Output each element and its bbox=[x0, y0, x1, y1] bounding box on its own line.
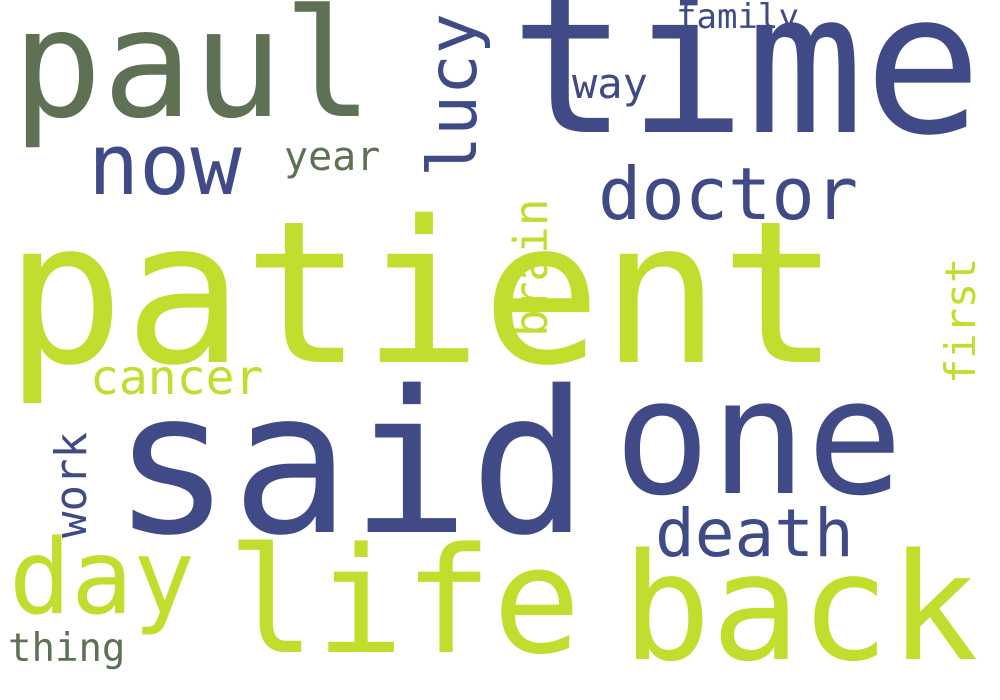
word-paul: paul bbox=[12, 0, 374, 152]
word-work: work bbox=[46, 432, 97, 538]
word-doctor: doctor bbox=[598, 152, 859, 236]
word-thing: thing bbox=[8, 626, 126, 671]
word-lucy: lucy bbox=[414, 13, 493, 177]
word-cancer: cancer bbox=[90, 350, 264, 406]
word-way: way bbox=[572, 59, 648, 108]
word-family: family bbox=[676, 0, 799, 37]
word-now: now bbox=[88, 116, 242, 215]
word-one: one bbox=[614, 344, 903, 531]
word-patient: patient bbox=[5, 178, 840, 409]
word-life: life bbox=[227, 516, 582, 687]
word-time: time bbox=[510, 0, 983, 179]
word-back: back bbox=[622, 522, 979, 694]
word-first: first bbox=[936, 257, 985, 384]
word-death: death bbox=[655, 495, 854, 572]
word-day: day bbox=[9, 518, 196, 638]
word-brain: brain bbox=[504, 198, 558, 337]
word-year: year bbox=[284, 134, 381, 180]
word-said: said bbox=[112, 348, 589, 579]
